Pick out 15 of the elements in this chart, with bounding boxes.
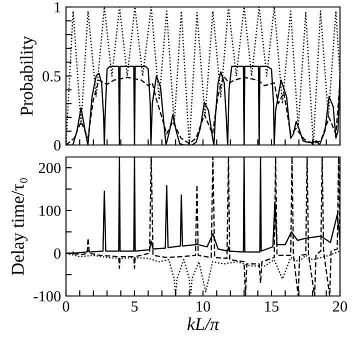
y-tick-label: 0 — [54, 140, 61, 150]
y-tick-label: 0.5 — [42, 71, 61, 82]
x-tick-label: 15 — [265, 301, 279, 312]
y-tick-label: 0 — [54, 248, 61, 259]
y-axis-title: Delay time/τ₀ — [11, 178, 28, 276]
y-tick-label: 100 — [40, 206, 61, 216]
x-axis-title: kL/π — [187, 317, 220, 330]
y-tick-label: 200 — [38, 162, 61, 174]
x-tick-label: 20 — [333, 301, 348, 312]
y-axis-title: Probability — [20, 36, 36, 116]
x-tick-label: 5 — [132, 301, 138, 312]
y-tick-label: 1 — [54, 2, 60, 12]
x-tick-label: 0 — [62, 301, 70, 312]
x-tick-label: 10 — [196, 301, 210, 312]
y-tick-label: -100 — [34, 291, 61, 302]
